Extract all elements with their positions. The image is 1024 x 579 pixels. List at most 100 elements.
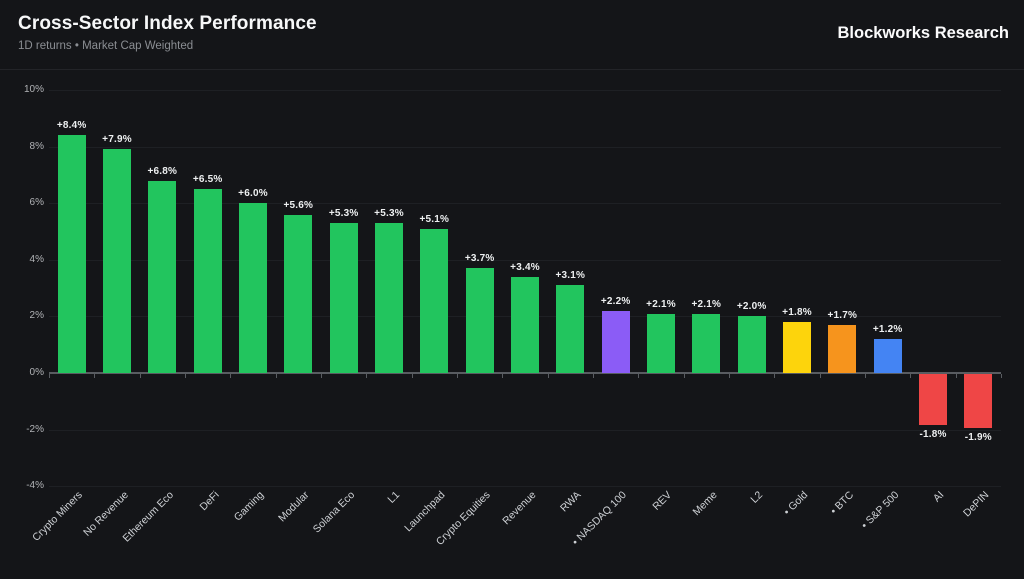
bar-solana-eco <box>329 223 358 373</box>
x-axis-label: RWA <box>558 489 584 515</box>
bar-value-label: +5.3% <box>374 208 404 219</box>
bar-launchpad <box>420 228 449 373</box>
bar-nasdaq-100 <box>601 310 630 373</box>
x-axis-label: Revenue <box>500 489 539 528</box>
x-axis-label: Solana Eco <box>310 489 358 536</box>
x-axis-tick <box>729 374 730 378</box>
bar-value-label: +2.0% <box>736 301 767 313</box>
bar-value-label: +1.8% <box>782 307 812 319</box>
bar-gold <box>783 322 811 373</box>
bar-value-label: +1.2% <box>872 324 903 336</box>
bar-value-label: +3.4% <box>510 261 540 273</box>
x-axis-tick <box>139 374 141 378</box>
bar-value-label: +2.2% <box>600 295 631 307</box>
bar-defi <box>193 189 222 373</box>
bar-value-label: +5.3% <box>328 208 359 219</box>
bar-crypto-miners <box>57 135 86 373</box>
x-axis-tick <box>366 374 368 378</box>
x-axis-tick <box>502 374 504 378</box>
bar-value-label: +3.7% <box>464 253 495 265</box>
x-axis-tick <box>547 374 549 378</box>
x-axis-tick <box>955 374 957 378</box>
y-axis-tick-label: 2% <box>29 310 44 322</box>
gridline <box>49 90 1001 91</box>
x-axis-tick <box>275 374 277 378</box>
bar-value-label: +6.0% <box>238 188 268 200</box>
x-axis-label: L2 <box>748 489 766 506</box>
y-axis-tick-label: -2% <box>26 423 44 435</box>
x-axis-tick <box>230 374 232 378</box>
x-axis-tick <box>1001 374 1002 378</box>
x-axis-tick <box>185 374 186 378</box>
bar-value-label: +2.1% <box>691 298 722 310</box>
bar-l1 <box>375 223 403 373</box>
x-axis-label: DePIN <box>961 489 992 520</box>
bar-l2 <box>737 316 766 373</box>
gridline <box>49 259 1001 261</box>
y-axis-tick-label: -4% <box>26 480 44 492</box>
x-axis-tick <box>49 374 50 378</box>
gridline <box>49 203 1001 205</box>
bar-btc <box>828 324 857 373</box>
bar-value-label: +7.9% <box>102 134 132 146</box>
bar-gaming <box>239 203 267 373</box>
x-axis-label: • Gold <box>781 489 811 518</box>
header-divider <box>0 69 1024 70</box>
y-axis-tick-label: 0% <box>29 367 44 378</box>
bar-value-label: -1.8% <box>919 428 947 440</box>
chart-subtitle: 1D returns • Market Cap Weighted <box>18 40 194 52</box>
bar-rev <box>647 313 675 373</box>
x-axis-label: Gaming <box>232 489 267 524</box>
bar-ethereum-eco <box>148 180 177 373</box>
x-axis-label: No Revenue <box>80 489 131 539</box>
gridline <box>49 429 1001 431</box>
bar-modular <box>284 214 313 373</box>
y-axis-tick-label: 6% <box>29 197 44 209</box>
y-axis-tick-label: 8% <box>29 140 44 152</box>
bar-value-label: +3.1% <box>555 270 586 282</box>
x-axis-tick <box>774 374 776 378</box>
gridline <box>49 486 1001 488</box>
gridline <box>49 146 1001 148</box>
x-axis-tick <box>865 374 866 378</box>
x-axis-tick <box>94 374 96 378</box>
bar-meme <box>692 313 721 373</box>
x-axis-tick <box>638 374 640 378</box>
x-axis-label: L1 <box>385 489 403 506</box>
x-axis-label: Crypto Miners <box>30 489 86 544</box>
y-axis-tick-label: 4% <box>29 253 44 265</box>
y-axis-tick-label: 10% <box>23 84 44 95</box>
x-axis-tick <box>321 374 322 378</box>
brand-logo: Blockworks Research <box>837 24 1009 42</box>
x-axis-label: AI <box>930 489 947 505</box>
bar-value-label: +6.8% <box>147 165 178 177</box>
x-axis-tick <box>593 374 594 378</box>
bar-value-label: +6.5% <box>192 174 223 186</box>
x-axis-tick <box>910 374 912 378</box>
bar-value-label: +5.1% <box>419 213 450 225</box>
page-title: Cross-Sector Index Performance <box>18 13 317 34</box>
bar-crypto-equities <box>465 268 494 373</box>
bar-ai <box>919 374 947 425</box>
chart-header: Cross-Sector Index Performance 1D return… <box>0 0 1024 70</box>
x-axis-tick <box>411 374 413 378</box>
x-axis-label: Meme <box>690 489 720 519</box>
x-axis-tick <box>683 374 685 378</box>
bar-value-label: +8.4% <box>56 120 87 132</box>
bar-no-revenue <box>103 149 131 373</box>
bar-value-label: +5.6% <box>283 199 314 211</box>
x-axis-label: REV <box>650 489 675 513</box>
bar-value-label: +2.1% <box>646 298 676 310</box>
x-axis-label: • BTC <box>827 489 856 517</box>
x-axis-tick <box>819 374 821 378</box>
bar-revenue <box>511 276 539 373</box>
x-axis-baseline <box>49 372 1001 374</box>
bar-rwa <box>556 285 585 373</box>
x-axis-label: DeFi <box>196 489 222 514</box>
bar-value-label: +1.7% <box>827 309 858 321</box>
x-axis-label: Modular <box>276 489 312 525</box>
bar-value-label: -1.9% <box>964 431 992 443</box>
bar-depin <box>964 374 993 428</box>
